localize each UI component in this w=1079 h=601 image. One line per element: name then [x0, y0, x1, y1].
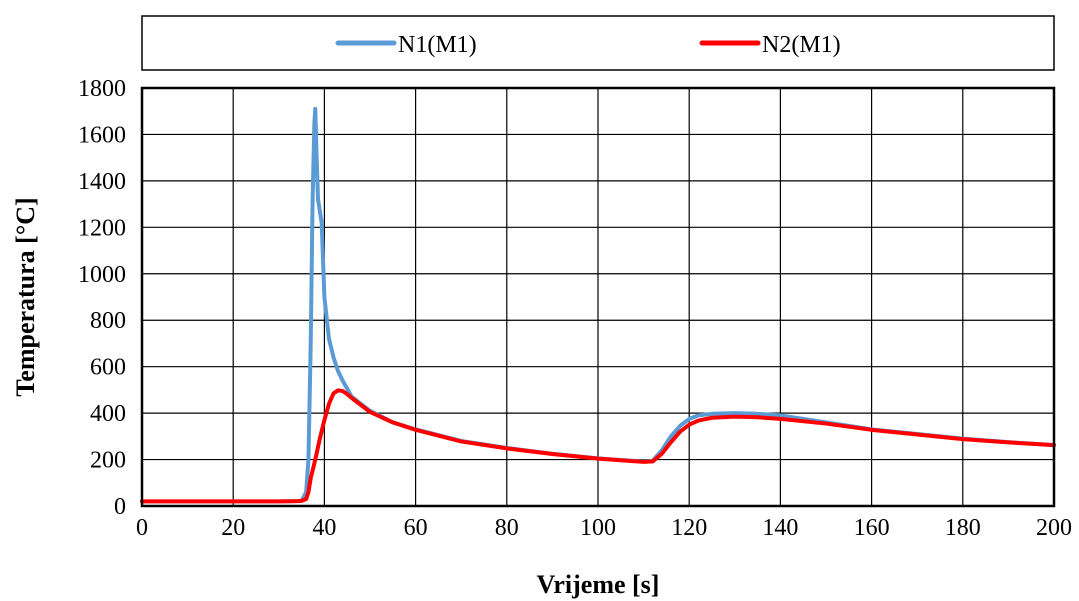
legend-label-n1: N1(M1) [398, 32, 477, 58]
x-tick-label: 120 [671, 515, 707, 541]
y-tick-label: 400 [90, 401, 126, 427]
gridlines [141, 87, 1055, 507]
x-tick-label: 0 [136, 515, 148, 541]
legend-label-n2: N2(M1) [762, 32, 841, 58]
x-tick-label: 60 [404, 515, 428, 541]
y-tick-labels: 0 200 400 600 800 1000 1200 1400 1600 1800 [78, 76, 126, 520]
y-tick-label: 600 [90, 355, 126, 381]
y-tick-label: 800 [90, 308, 126, 334]
x-tick-label: 80 [495, 515, 519, 541]
y-tick-label: 1600 [78, 122, 126, 148]
plot-area-border [140, 86, 1056, 508]
y-axis-title: Temperatura [°C] [11, 197, 40, 396]
x-tick-label: 40 [312, 515, 336, 541]
y-tick-label: 0 [114, 494, 126, 520]
y-tick-label: 1400 [78, 169, 126, 195]
y-tick-label: 1000 [78, 262, 126, 288]
y-tick-label: 1800 [78, 76, 126, 102]
legend: N1(M1) N2(M1) [141, 15, 1055, 71]
x-tick-label: 20 [221, 515, 245, 541]
x-tick-labels: 0 20 40 60 80 100 120 140 160 180 200 [136, 515, 1072, 541]
y-tick-label: 200 [90, 448, 126, 474]
y-tick-label: 1200 [78, 215, 126, 241]
x-tick-label: 140 [762, 515, 798, 541]
x-tick-label: 100 [580, 515, 616, 541]
x-tick-label: 180 [945, 515, 981, 541]
series-line-2 [140, 388, 1056, 504]
legend-box [141, 15, 1055, 71]
series-lines [140, 106, 1056, 504]
x-tick-label: 160 [854, 515, 890, 541]
x-axis-title: Vrijeme [s] [537, 570, 660, 599]
x-tick-label: 200 [1036, 515, 1072, 541]
